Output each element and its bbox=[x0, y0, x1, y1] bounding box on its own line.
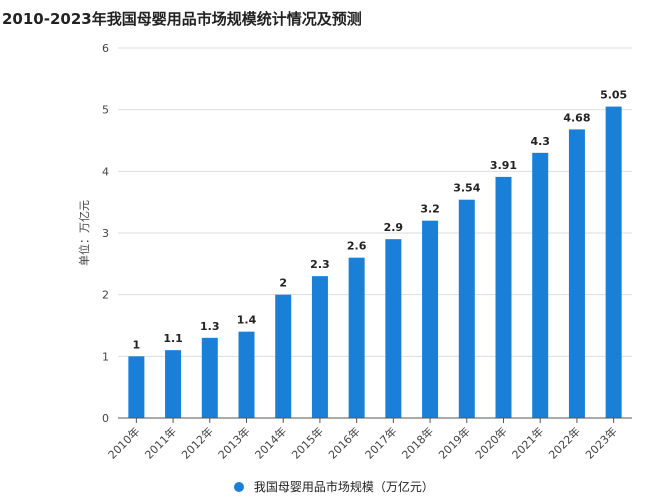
legend-swatch bbox=[234, 481, 245, 492]
bar bbox=[458, 199, 475, 418]
x-tick-label: 2016年 bbox=[325, 424, 362, 461]
data-label: 1.4 bbox=[237, 314, 257, 327]
data-label: 4.3 bbox=[530, 135, 550, 148]
x-tick-label: 2017年 bbox=[362, 424, 399, 461]
x-tick-label: 2010年 bbox=[105, 424, 142, 461]
bar bbox=[605, 106, 622, 418]
data-label: 1.1 bbox=[163, 332, 183, 345]
y-tick-label: 0 bbox=[102, 412, 109, 425]
y-tick-label: 5 bbox=[102, 104, 109, 117]
chart-title: 2010-2023年我国母婴用品市场规模统计情况及预测 bbox=[2, 10, 362, 28]
x-axis-ticks: 2010年 2011年 2012年 2013年 2014年 2015年 2016年 2017年… bbox=[105, 418, 620, 462]
x-tick-label: 2021年 bbox=[509, 424, 546, 461]
x-tick-label: 2019年 bbox=[435, 424, 472, 461]
bar bbox=[348, 257, 365, 418]
bar bbox=[532, 152, 549, 419]
x-tick-label: 2014年 bbox=[252, 424, 289, 461]
y-axis-label: 单位：万亿元 bbox=[77, 200, 91, 266]
data-label: 4.68 bbox=[563, 111, 590, 124]
y-tick-label: 4 bbox=[102, 165, 109, 178]
y-tick-label: 2 bbox=[102, 289, 109, 302]
legend: 我国母婴用品市场规模（万亿元） bbox=[0, 478, 668, 495]
legend-label: 我国母婴用品市场规模（万亿元） bbox=[253, 480, 434, 494]
data-label: 1 bbox=[133, 338, 141, 351]
data-label: 2.6 bbox=[347, 240, 367, 253]
y-tick-label: 6 bbox=[102, 42, 109, 55]
bar bbox=[201, 337, 218, 418]
bar bbox=[422, 220, 439, 418]
x-tick-label: 2022年 bbox=[546, 424, 583, 461]
y-axis-ticks: 0 1 2 3 4 5 6 bbox=[102, 42, 109, 425]
data-label: 1.3 bbox=[200, 320, 220, 333]
bar bbox=[165, 350, 182, 418]
y-tick-label: 3 bbox=[102, 227, 109, 240]
data-label: 2.3 bbox=[310, 258, 330, 271]
gridlines bbox=[118, 47, 632, 357]
bar-chart: 0 1 2 3 4 5 6 1 1.1 1.3 1.4 2 2.3 2.6 2.9 3.2 3.54 3.91 4… bbox=[77, 42, 632, 462]
bar bbox=[238, 331, 255, 418]
x-tick-label: 2011年 bbox=[142, 424, 179, 461]
data-label: 2.9 bbox=[384, 221, 404, 234]
x-tick-label: 2012年 bbox=[178, 424, 215, 461]
x-tick-label: 2013年 bbox=[215, 424, 252, 461]
x-tick-label: 2020年 bbox=[472, 424, 509, 461]
x-tick-label: 2015年 bbox=[289, 424, 326, 461]
bars bbox=[128, 106, 622, 419]
bar bbox=[275, 294, 292, 418]
data-label: 3.54 bbox=[453, 182, 480, 195]
y-tick-label: 1 bbox=[102, 350, 109, 363]
bar bbox=[128, 356, 145, 418]
bar bbox=[385, 239, 402, 418]
x-tick-label: 2023年 bbox=[582, 424, 619, 461]
x-tick-label: 2018年 bbox=[399, 424, 436, 461]
bar bbox=[495, 176, 512, 418]
data-label: 5.05 bbox=[600, 89, 627, 102]
data-label: 3.91 bbox=[490, 159, 517, 172]
data-label: 3.2 bbox=[420, 203, 440, 216]
bar bbox=[568, 129, 585, 418]
data-label: 2 bbox=[279, 277, 287, 290]
bar bbox=[311, 276, 328, 418]
data-labels: 1 1.1 1.3 1.4 2 2.3 2.6 2.9 3.2 3.54 3.91 4.3 4.68 5.… bbox=[133, 89, 628, 352]
